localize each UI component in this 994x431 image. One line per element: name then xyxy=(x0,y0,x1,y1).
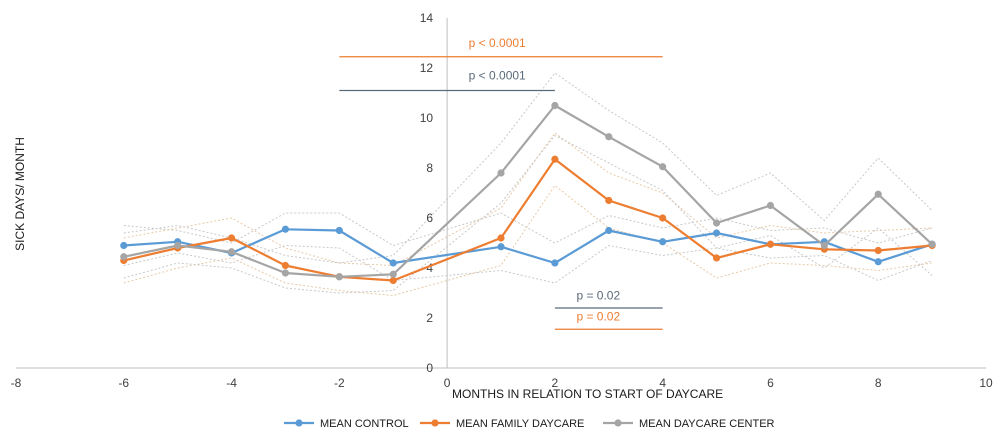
y-tick-label: 12 xyxy=(420,61,434,75)
series-lines xyxy=(120,101,936,285)
data-point xyxy=(551,259,559,267)
data-point xyxy=(874,246,882,255)
data-point xyxy=(120,253,128,261)
band-lower-2 xyxy=(123,134,933,294)
y-tick-label: 2 xyxy=(426,311,433,325)
y-tick-label: 4 xyxy=(426,261,433,275)
data-point xyxy=(174,241,182,250)
data-point xyxy=(659,163,667,171)
data-point xyxy=(227,234,236,242)
data-point xyxy=(389,276,397,285)
data-point xyxy=(605,133,613,141)
y-tick-label: 10 xyxy=(420,111,434,125)
data-point xyxy=(928,240,936,248)
data-point xyxy=(281,269,290,277)
x-tick-label: 10 xyxy=(979,376,993,390)
data-point xyxy=(335,273,343,281)
data-point xyxy=(712,219,721,227)
data-point xyxy=(497,243,505,251)
data-point xyxy=(335,226,343,235)
axes: -8 -6 -4 -2 0 2 4 6 8 10 0 2 4 6 8 10 12 14 xyxy=(11,11,993,390)
x-tick-label: -4 xyxy=(226,376,237,390)
band-upper-2 xyxy=(123,72,933,264)
y-tick-label: 8 xyxy=(426,161,433,175)
series-line-1 xyxy=(123,158,933,282)
data-point xyxy=(712,254,721,262)
data-point xyxy=(389,270,397,278)
annotation-label-2: p = 0.02 xyxy=(576,288,620,302)
legend-label-0: MEAN CONTROL xyxy=(320,418,409,430)
data-point xyxy=(551,155,559,163)
x-axis-title: MONTHS IN RELATION TO START OF DAYCARE xyxy=(452,387,723,401)
x-tick-label: 0 xyxy=(444,376,451,390)
data-point xyxy=(120,241,128,250)
data-point xyxy=(659,214,667,222)
annotation-label-3: p = 0.02 xyxy=(576,310,620,324)
annotation-label-0: p < 0.0001 xyxy=(469,36,526,50)
data-point xyxy=(659,238,667,246)
data-point xyxy=(820,241,828,250)
x-tick-label: -2 xyxy=(334,376,345,390)
band-lower-1 xyxy=(123,184,933,297)
data-point xyxy=(605,196,613,205)
legend-label-2: MEAN DAYCARE CENTER xyxy=(639,418,775,430)
y-tick-label: 0 xyxy=(426,361,433,375)
band-lower-0 xyxy=(123,244,933,284)
data-point xyxy=(389,259,397,267)
x-tick-label: 4 xyxy=(659,376,666,390)
legend-label-1: MEAN FAMILY DAYCARE xyxy=(456,418,584,430)
data-point xyxy=(874,258,882,266)
data-point xyxy=(874,190,882,198)
series-line-2 xyxy=(123,104,933,278)
data-point xyxy=(605,226,613,235)
confidence-bands xyxy=(123,72,933,297)
y-tick-label: 6 xyxy=(426,211,433,225)
x-tick-label: 6 xyxy=(767,376,774,390)
data-point xyxy=(712,229,721,237)
data-point xyxy=(497,234,505,242)
data-point xyxy=(766,201,775,210)
data-point xyxy=(766,240,775,248)
legend: MEAN CONTROL MEAN FAMILY DAYCARE MEAN DAYC… xyxy=(284,418,775,430)
data-point xyxy=(497,169,505,177)
x-tick-label: 8 xyxy=(875,376,882,390)
x-tick-label: -8 xyxy=(11,376,22,390)
data-point xyxy=(551,101,559,110)
band-upper-0 xyxy=(123,212,933,247)
x-tick-label: -6 xyxy=(118,376,129,390)
annotations: p < 0.0001 p < 0.0001 p = 0.02 p = 0.02 xyxy=(339,36,663,330)
y-tick-label: 14 xyxy=(420,11,434,25)
data-point xyxy=(281,261,290,270)
y-axis-title: SICK DAYS/ MONTH xyxy=(13,137,27,251)
data-point xyxy=(281,225,290,233)
legend-swatch-marker-0 xyxy=(295,419,303,427)
data-point xyxy=(227,248,236,256)
annotation-label-1: p < 0.0001 xyxy=(469,68,526,82)
x-tick-label: 2 xyxy=(552,376,559,390)
legend-swatch-marker-2 xyxy=(614,419,622,427)
legend-swatch-marker-1 xyxy=(431,419,439,427)
